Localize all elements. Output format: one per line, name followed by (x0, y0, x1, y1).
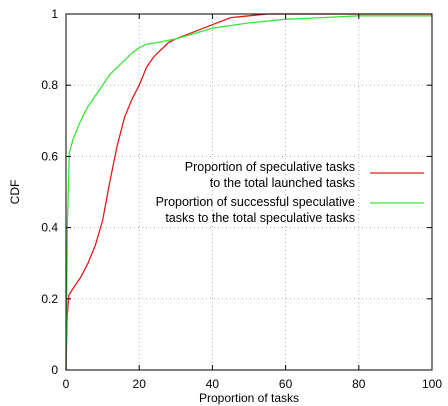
series-line-2 (65, 15, 432, 371)
y-tick-label: 0.8 (41, 78, 58, 92)
plot-frame (65, 13, 433, 371)
y-axis-title: CDF (8, 180, 22, 205)
axis-ticks: 0 20 40 60 80 100 0 0.2 0.4 0.6 0.8 1 (41, 7, 442, 391)
y-tick-label: 0.2 (41, 292, 58, 306)
x-tick-label: 100 (422, 377, 442, 391)
y-tick-label: 0 (51, 363, 58, 377)
x-tick-label: 60 (279, 377, 293, 391)
series-lines (65, 13, 432, 371)
legend-label-series-1-line-2: to the total launched tasks (210, 176, 355, 190)
y-tick-label: 0.6 (41, 149, 58, 163)
y-tick-label: 1 (51, 7, 58, 21)
x-axis-title: Proportion of tasks (199, 391, 299, 405)
legend-label-series-1-line-1: Proportion of speculative tasks (185, 160, 355, 174)
legend-label-series-2-line-1: Proportion of successful speculative (156, 195, 355, 209)
x-tick-label: 80 (352, 377, 366, 391)
legend: Proportion of speculative tasks to the t… (156, 160, 424, 225)
legend-label-series-2-line-2: tasks to the total speculative tasks (165, 211, 355, 225)
x-tick-label: 40 (206, 377, 220, 391)
x-tick-label: 20 (133, 377, 147, 391)
x-tick-label: 0 (63, 377, 70, 391)
series-line-1 (65, 13, 432, 371)
grid-lines (66, 14, 432, 370)
y-tick-label: 0.4 (41, 221, 58, 235)
